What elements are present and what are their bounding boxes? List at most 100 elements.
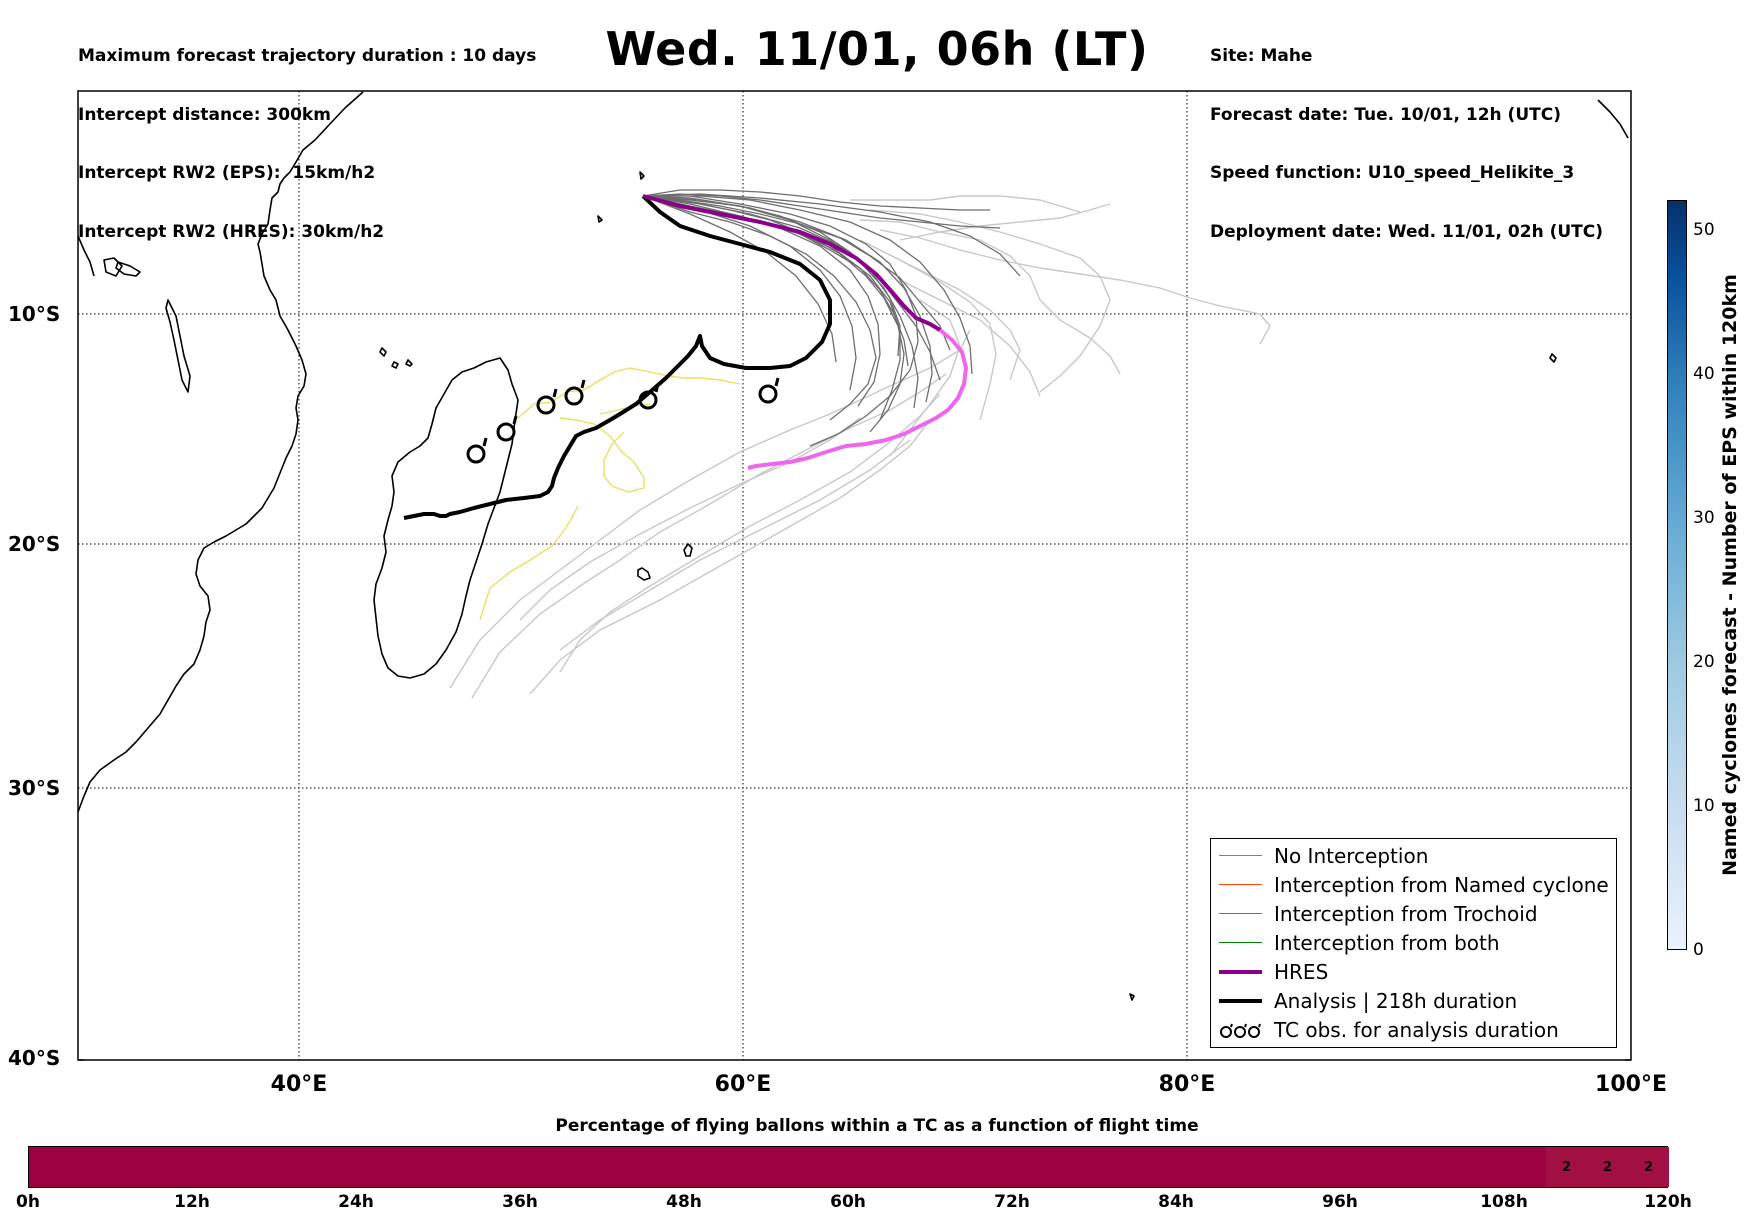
map-legend: No Interception Interception from Named … [1210,838,1617,1048]
flight-time-tick: 48h [666,1192,702,1212]
eps-light-13 [859,239,997,421]
colorbar-tick-10: 10 [1693,796,1715,816]
lon-label-100e: 100°E [1595,1072,1667,1097]
east-island [1549,353,1557,363]
arabia-tip [77,235,95,277]
legend-label: Interception from Named cyclone [1274,873,1609,897]
cyclone-symbols-icon [1220,1023,1261,1038]
legend-line-icon [1219,855,1262,856]
flight-time-tick: 120h [1644,1192,1692,1212]
colorbar-tick-50: 50 [1693,220,1715,240]
kerguelen [1129,993,1135,1001]
eps-light-11 [850,195,1081,213]
eps-light-14 [899,279,1041,397]
seychelles-b [597,215,603,223]
site-info: Site: Mahe Forecast date: Tue. 10/01, 12… [1210,8,1603,262]
eps-11 [642,195,881,407]
legend-label: No Interception [1274,844,1429,868]
lat-label-40s: 40°S [8,1046,61,1070]
legend-label: TC obs. for analysis duration [1274,1018,1559,1042]
eps-light-12 [879,249,1021,381]
eps-15 [642,193,1021,277]
eps-light-3 [559,393,941,673]
colorbar-tick-30: 30 [1693,508,1715,528]
eps-17 [642,195,933,403]
percentage-bar-title: Percentage of flying ballons within a TC… [555,1116,1199,1136]
colorbar-tick-0: 0 [1693,940,1704,960]
eps-13 [642,195,857,391]
flight-time-tick: 72h [994,1192,1030,1212]
tc-symbol-4-icon [564,379,586,406]
lon-label-60e: 60°E [714,1072,772,1097]
param-duration: Maximum forecast trajectory duration : 1… [78,46,537,66]
legend-line-icon [1219,913,1262,914]
speed-function: Speed function: U10_speed_Helikite_3 [1210,163,1575,183]
tc-track-1 [479,505,579,621]
map-title: Wed. 11/01, 06h (LT) [605,22,1149,76]
eps-7 [643,195,919,447]
socotra [115,261,141,277]
madagascar [373,357,519,679]
eps-light-4 [519,417,861,621]
legend-label: Analysis | 218h duration [1274,989,1518,1013]
tc-symbol-2-icon [496,415,518,442]
java-west [1597,99,1629,139]
africa-coast [77,91,364,813]
comoros-3 [405,359,413,367]
colorbar-label: Named cyclones forecast - Number of EPS … [1719,274,1741,876]
eps-5 [642,193,1001,229]
tc-observation-symbols [466,377,780,464]
tc-symbol-6-icon [758,377,780,404]
lat-label-20s: 20°S [8,532,61,556]
eps-6 [642,189,990,211]
percentage-cell: 2 [1587,1147,1628,1187]
eps-light-9 [869,209,1111,393]
lat-label-10s: 10°S [8,302,61,326]
tc-symbol-3-icon [536,388,558,415]
colorbar-tick-40: 40 [1693,364,1715,384]
eps-10 [642,195,901,357]
param-intercept-hres: Intercept RW2 (HRES): 30km/h2 [78,221,385,242]
graticule [78,91,1631,1060]
eps-light-6 [559,439,911,651]
comoros-2 [391,361,399,369]
site-name: Site: Mahe [1210,46,1313,66]
eps-2 [642,195,941,381]
eps-light-10 [859,219,1121,375]
colorbar-tick-20: 20 [1693,652,1715,672]
reunion [637,567,651,581]
forecast-parameters: Maximum forecast trajectory duration : 1… [78,8,536,262]
eps-light-5 [529,419,931,695]
param-intercept-eps: Intercept RW2 (EPS): 15km/h2 [78,163,376,183]
flight-time-tick: 84h [1158,1192,1194,1212]
flight-time-tick: 12h [174,1192,210,1212]
lon-label-40e: 40°E [270,1072,328,1097]
eps-12 [643,195,973,375]
lon-label-80e: 80°E [1158,1072,1216,1097]
eps-4 [642,195,877,421]
percentage-cell: 2 [1546,1147,1587,1187]
tc-symbol-5-icon [638,383,660,410]
legend-label: HRES [1274,960,1329,984]
flight-time-tick: 60h [830,1192,866,1212]
lake-victoria [103,257,123,277]
tc-track-2 [517,367,741,419]
tc-symbol-1-icon [466,437,488,464]
flight-time-tick: 36h [502,1192,538,1212]
tc-tracks [479,367,741,621]
seychelles-a [639,171,645,180]
eps-16 [642,195,901,421]
lat-label-30s: 30°S [8,776,61,800]
percentage-cell: 2 [1628,1147,1669,1187]
lake-malawi [165,299,191,393]
deployment-date: Deployment date: Wed. 11/01, 02h (UTC) [1210,221,1604,242]
flight-time-tick: 108h [1480,1192,1528,1212]
legend-label: Interception from Trochoid [1274,902,1538,926]
hres-track-past [642,194,942,332]
percentage-bar: 2 2 2 [28,1146,1669,1188]
eps-light-2 [471,373,947,699]
analysis-track [403,194,832,520]
map-frame [77,90,1632,1061]
legend-line-icon [1219,884,1262,885]
